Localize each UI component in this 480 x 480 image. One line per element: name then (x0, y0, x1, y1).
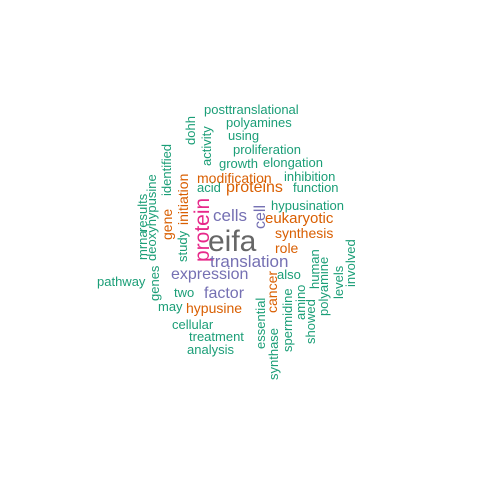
word-gene: gene (159, 208, 175, 240)
word-dohh: dohh (183, 116, 198, 145)
word-polyamines: polyamines (226, 115, 292, 130)
word-cells: cells (213, 206, 248, 225)
word-elongation: elongation (263, 155, 323, 170)
word-function: function (293, 180, 339, 195)
word-synthase: synthase (266, 327, 281, 380)
word-identified: identified (159, 143, 174, 196)
word-may: may (158, 299, 183, 314)
word-activity: activity (199, 126, 214, 166)
word-initiation: initiation (175, 173, 191, 225)
word-pathway: pathway (97, 274, 146, 289)
word-proteins: proteins (226, 179, 283, 196)
word-acid: acid (197, 180, 221, 195)
word-treatment: treatment (189, 329, 244, 344)
word-using: using (228, 128, 260, 143)
word-hypusination: hypusination (271, 198, 344, 213)
word-translation: translation (210, 252, 289, 271)
word-role: role (275, 240, 299, 256)
word-hypusine: hypusine (186, 300, 243, 316)
word-synthesis: synthesis (275, 225, 334, 241)
word-study: study (175, 230, 190, 262)
word-also: also (277, 267, 301, 282)
word-two: two (174, 285, 195, 300)
word-involved: involved (343, 239, 358, 287)
word-proliferation: proliferation (233, 142, 301, 157)
word-analysis: analysis (187, 342, 234, 357)
word-inhibition: inhibition (284, 169, 336, 184)
word-eukaryotic: eukaryotic (265, 210, 334, 227)
word-polyamine: polyamine (316, 256, 331, 316)
word-eifa: eifa (208, 225, 257, 258)
word-expression: expression (171, 266, 249, 283)
word-growth: growth (219, 156, 259, 171)
word-showed: showed (303, 299, 318, 344)
word-factor: factor (204, 285, 245, 302)
word-results: results (135, 193, 150, 232)
word-mrna: mrna (135, 230, 150, 260)
word-modification: modification (197, 170, 272, 186)
word-posttranslational: posttranslational (204, 102, 299, 117)
word-genes: genes (147, 265, 162, 301)
word-cellular: cellular (172, 317, 214, 332)
